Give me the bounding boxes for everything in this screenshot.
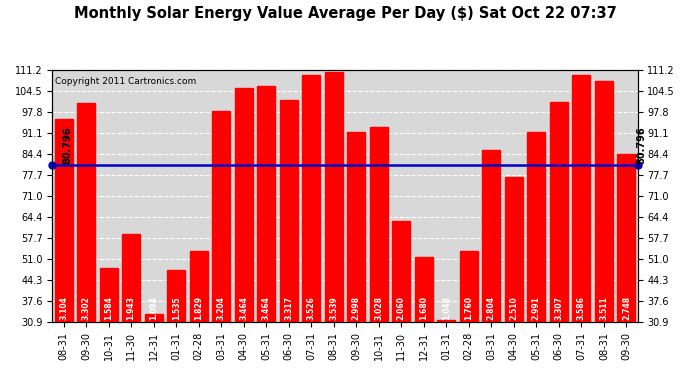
Text: 2.748: 2.748 [622, 296, 631, 321]
Text: 1.760: 1.760 [464, 297, 473, 321]
Bar [302, 75, 320, 375]
Text: Copyright 2011 Cartronics.com: Copyright 2011 Cartronics.com [55, 77, 197, 86]
Text: 3.526: 3.526 [307, 297, 316, 321]
Text: 2.510: 2.510 [509, 297, 518, 321]
Bar [437, 320, 455, 375]
Text: 3.511: 3.511 [600, 297, 609, 321]
Bar [618, 153, 635, 375]
Text: 3.307: 3.307 [554, 297, 563, 321]
Bar [505, 177, 523, 375]
Text: Monthly Solar Energy Value Average Per Day ($) Sat Oct 22 07:37: Monthly Solar Energy Value Average Per D… [74, 6, 616, 21]
Bar [213, 111, 230, 375]
Bar [167, 270, 185, 375]
Bar [370, 127, 388, 375]
Bar [573, 75, 591, 375]
Text: 3.104: 3.104 [59, 297, 68, 321]
Bar [460, 251, 477, 375]
Bar [257, 86, 275, 375]
Text: 1.094: 1.094 [149, 297, 158, 321]
Text: 1.535: 1.535 [172, 297, 181, 321]
Bar [279, 100, 297, 375]
Text: 80.796: 80.796 [636, 126, 646, 164]
Bar [190, 251, 208, 375]
Text: 3.586: 3.586 [577, 297, 586, 321]
Text: 80.796: 80.796 [62, 126, 72, 164]
Text: 1.680: 1.680 [420, 297, 428, 321]
Bar [77, 103, 95, 375]
Text: 1.048: 1.048 [442, 297, 451, 321]
Text: 3.464: 3.464 [262, 297, 270, 321]
Bar [145, 314, 163, 375]
Text: 3.028: 3.028 [374, 297, 383, 321]
Text: 2.991: 2.991 [532, 297, 541, 321]
Text: 2.804: 2.804 [487, 297, 496, 321]
Bar [99, 268, 117, 375]
Bar [347, 132, 365, 375]
Text: 1.584: 1.584 [104, 297, 113, 321]
Bar [550, 102, 568, 375]
Bar [235, 87, 253, 375]
Text: 3.302: 3.302 [81, 297, 90, 321]
Text: 1.829: 1.829 [194, 297, 203, 321]
Text: 1.943: 1.943 [127, 297, 136, 321]
Bar [595, 81, 613, 375]
Text: 3.464: 3.464 [239, 297, 248, 321]
Bar [325, 72, 343, 375]
Bar [55, 119, 72, 375]
Text: 3.539: 3.539 [329, 297, 338, 321]
Bar [122, 234, 140, 375]
Text: 2.998: 2.998 [352, 297, 361, 321]
Bar [415, 257, 433, 375]
Text: 3.204: 3.204 [217, 297, 226, 321]
Text: 2.060: 2.060 [397, 297, 406, 321]
Bar [393, 221, 411, 375]
Bar [482, 150, 500, 375]
Bar [527, 132, 545, 375]
Text: 3.317: 3.317 [284, 297, 293, 321]
